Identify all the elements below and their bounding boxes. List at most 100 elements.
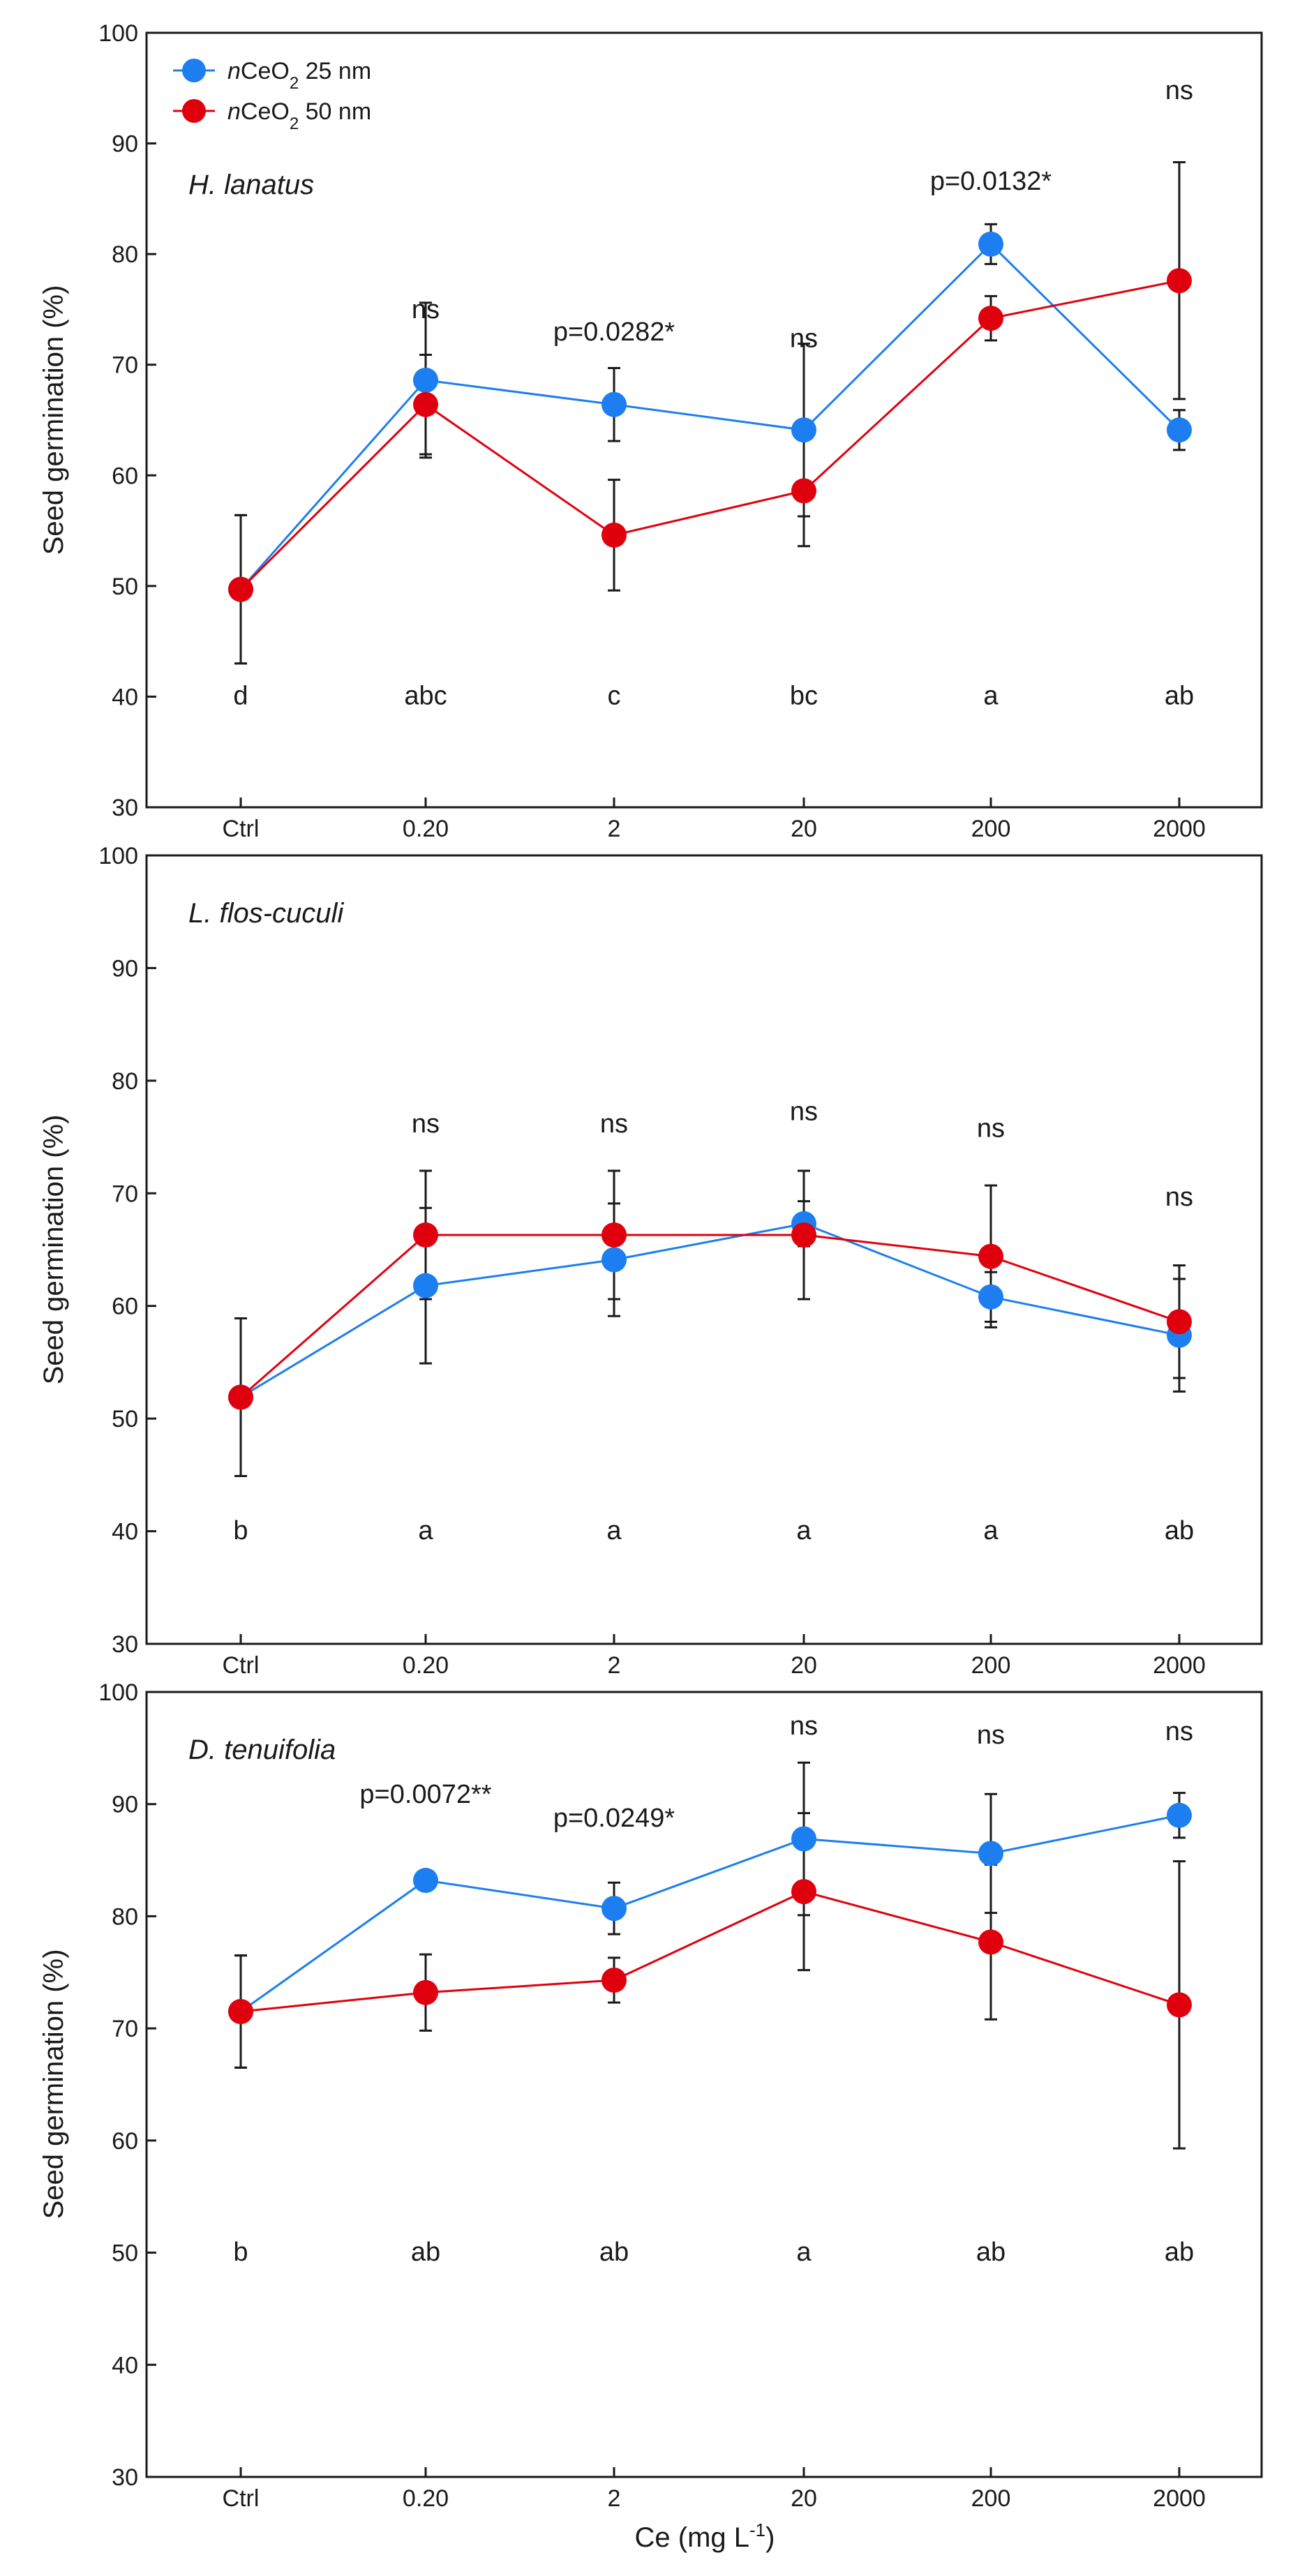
group-letter: d bbox=[233, 682, 248, 711]
significance-label: p=0.0132* bbox=[930, 167, 1052, 196]
x-axis: Ctrl 0.20 2 20 200 2000 bbox=[223, 797, 1206, 842]
data-point-50 bbox=[413, 1979, 438, 2005]
y-tick-label: 50 bbox=[112, 2240, 138, 2267]
significance-label: ns bbox=[1165, 76, 1193, 105]
data-point-25 bbox=[413, 1273, 438, 1298]
group-letters: b a a a a ab bbox=[233, 1516, 1194, 1545]
x-tick-label: 2 bbox=[608, 1652, 621, 1679]
data-point-50 bbox=[1167, 268, 1192, 294]
significance-label: p=0.0282* bbox=[553, 317, 675, 347]
significance-labels: p=0.0072** p=0.0249* ns ns ns bbox=[359, 1712, 1193, 1833]
group-letter: a bbox=[983, 1516, 999, 1545]
group-letters: b ab ab a ab ab bbox=[233, 2238, 1194, 2267]
x-axis-title: Ce (mg L-1) bbox=[635, 2519, 775, 2553]
y-tick-label: 100 bbox=[98, 20, 138, 47]
group-letter: a bbox=[606, 1516, 622, 1545]
data-point-50 bbox=[1167, 1309, 1192, 1335]
y-tick-label: 30 bbox=[112, 795, 138, 821]
data-point-50 bbox=[228, 576, 253, 602]
significance-label: ns bbox=[1165, 1717, 1193, 1746]
y-tick-label: 60 bbox=[112, 463, 138, 489]
data-point-25 bbox=[791, 1826, 816, 1852]
y-tick-label: 70 bbox=[112, 352, 138, 379]
data-point-50 bbox=[228, 1999, 253, 2025]
data-point-50 bbox=[228, 1384, 253, 1410]
y-tick-label: 90 bbox=[112, 1792, 138, 1818]
group-letter: a bbox=[418, 1516, 433, 1545]
error-bars bbox=[234, 1761, 1186, 2150]
data-points bbox=[228, 1211, 1192, 1410]
x-tick-label: 2 bbox=[608, 2485, 621, 2512]
significance-label: p=0.0249* bbox=[553, 1804, 675, 1833]
data-point-25 bbox=[978, 231, 1003, 257]
data-point-50 bbox=[413, 391, 438, 417]
data-point-50 bbox=[978, 1243, 1003, 1269]
x-tick-label: 2000 bbox=[1153, 2485, 1206, 2512]
plot-frame bbox=[145, 1691, 1263, 2478]
legend-label-50: nCeO2 50 nm bbox=[227, 98, 371, 133]
x-tick-label: 2000 bbox=[1153, 816, 1206, 842]
plot-frame bbox=[145, 31, 1263, 809]
data-point-50 bbox=[413, 1222, 438, 1248]
x-tick-label: 0.20 bbox=[403, 816, 449, 842]
data-point-25 bbox=[1167, 417, 1192, 443]
y-tick-label: 30 bbox=[112, 1631, 138, 1658]
significance-labels: ns ns ns ns ns bbox=[412, 1097, 1193, 1212]
panel-title: L. flos-cuculi bbox=[188, 898, 344, 929]
data-point-25 bbox=[1167, 1802, 1192, 1828]
y-tick-label: 80 bbox=[112, 1068, 138, 1095]
significance-label: ns bbox=[412, 1109, 440, 1139]
y-tick-label: 80 bbox=[112, 241, 138, 268]
panel-h-lanatus: Seed germination (%) H. lanatus nCeO2 25… bbox=[38, 20, 1263, 842]
data-point-50 bbox=[1167, 1992, 1192, 2018]
significance-label: ns bbox=[790, 1097, 818, 1126]
y-tick-label: 60 bbox=[112, 2128, 138, 2155]
x-tick-label: 2000 bbox=[1153, 1652, 1206, 1679]
y-tick-label: 100 bbox=[98, 1679, 138, 1706]
group-letter: a bbox=[796, 2238, 812, 2267]
data-point-25 bbox=[791, 417, 816, 443]
legend-marker-50 bbox=[182, 99, 206, 123]
significance-label: ns bbox=[1165, 1183, 1193, 1212]
x-tick-label: 200 bbox=[971, 1652, 1011, 1679]
x-tick-label: 20 bbox=[791, 816, 817, 842]
x-tick-label: 0.20 bbox=[403, 2485, 449, 2512]
data-point-25 bbox=[978, 1284, 1003, 1310]
significance-label: p=0.0072** bbox=[359, 1780, 491, 1809]
panel-l-flos-cuculi: Seed germination (%) L. flos-cuculi 30 40… bbox=[38, 843, 1263, 1679]
data-point-50 bbox=[601, 1968, 627, 1993]
significance-label: ns bbox=[412, 295, 440, 324]
data-point-50 bbox=[601, 1222, 627, 1248]
data-point-25 bbox=[413, 367, 438, 393]
y-tick-label: 30 bbox=[112, 2464, 138, 2491]
legend-label-25: nCeO2 25 nm bbox=[227, 58, 371, 93]
panel-d-tenuifolia: Seed germination (%) D. tenuifolia 30 40 5… bbox=[38, 1679, 1263, 2512]
y-tick-label: 60 bbox=[112, 1294, 138, 1320]
series-lines bbox=[240, 1222, 1180, 1398]
y-tick-label: 40 bbox=[112, 684, 138, 710]
y-axis: 30 40 50 60 70 80 90 100 bbox=[98, 20, 156, 821]
group-letter: ab bbox=[1165, 682, 1194, 711]
data-points bbox=[228, 1802, 1192, 2025]
y-axis-label: Seed germination (%) bbox=[38, 285, 69, 555]
panel-title: D. tenuifolia bbox=[188, 1735, 336, 1765]
x-tick-label: 0.20 bbox=[403, 1652, 449, 1679]
x-tick-label: Ctrl bbox=[223, 2485, 260, 2512]
group-letter: a bbox=[983, 682, 999, 711]
group-letter: abc bbox=[404, 682, 447, 711]
error-bars bbox=[234, 161, 1186, 665]
x-tick-label: 20 bbox=[791, 1652, 817, 1679]
data-points bbox=[228, 231, 1192, 602]
group-letter: b bbox=[233, 2238, 248, 2267]
data-point-25 bbox=[978, 1841, 1003, 1866]
series-lines bbox=[239, 242, 1181, 590]
y-tick-label: 90 bbox=[112, 955, 138, 982]
data-point-50 bbox=[978, 306, 1003, 331]
data-point-50 bbox=[791, 1879, 816, 1905]
legend-marker-25 bbox=[182, 59, 206, 82]
group-letter: ab bbox=[1165, 1516, 1194, 1545]
series-lines bbox=[240, 1814, 1180, 2013]
series-line-50 bbox=[239, 279, 1180, 590]
data-point-25 bbox=[413, 1868, 438, 1893]
y-tick-label: 70 bbox=[112, 2016, 138, 2042]
